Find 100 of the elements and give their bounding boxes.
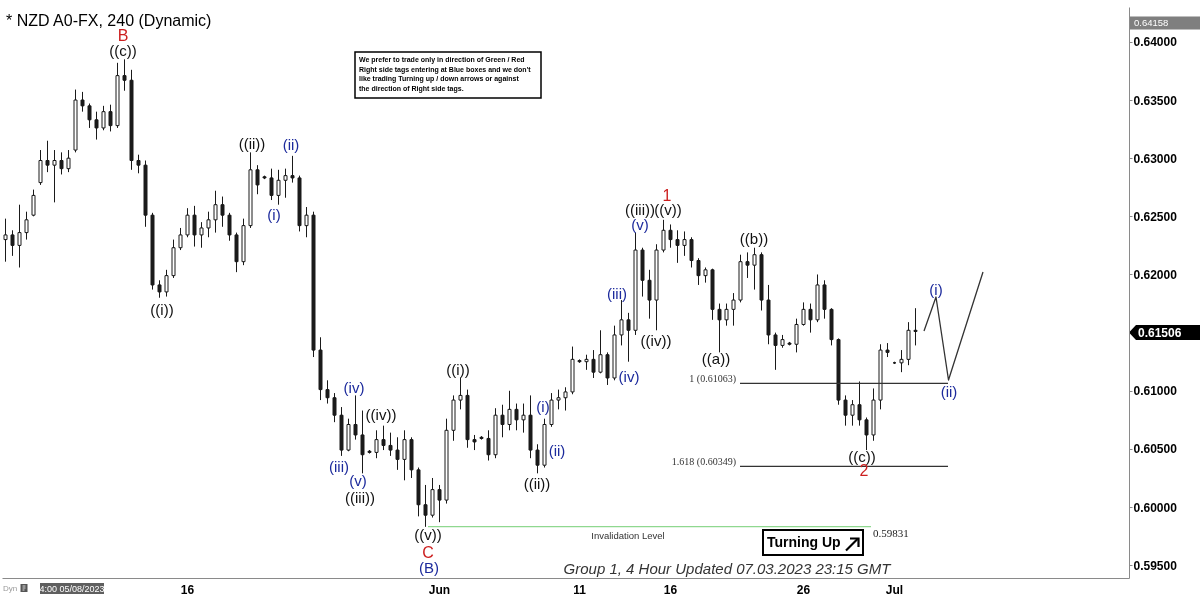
- y-tick-label: 0.60000: [1133, 500, 1178, 515]
- candlestick: [136, 154, 141, 174]
- candlestick: [87, 103, 92, 129]
- candlestick: [101, 105, 106, 131]
- candlestick: [388, 432, 393, 457]
- candlestick: [626, 312, 631, 363]
- candlestick: [38, 149, 43, 186]
- candlestick: [591, 349, 596, 379]
- candlestick: [80, 91, 85, 113]
- candlestick: [199, 221, 204, 249]
- candlestick: [535, 443, 540, 474]
- candlestick: [353, 394, 358, 441]
- candlestick: [381, 425, 386, 451]
- y-tick-label: 0.62000: [1133, 267, 1178, 282]
- text: 0.64158: [1134, 17, 1169, 28]
- candlestick: [899, 349, 904, 373]
- candlestick: [661, 219, 666, 253]
- candlestick: [52, 149, 57, 203]
- y-tick-label: 0.63000: [1133, 151, 1178, 166]
- candlestick: [24, 211, 29, 241]
- annotation: (iv): [343, 379, 365, 396]
- candlestick: [556, 389, 561, 410]
- candlestick: [731, 292, 736, 327]
- candlestick: [913, 307, 918, 346]
- candlestick: [206, 211, 211, 238]
- candlestick: [458, 377, 463, 410]
- candlestick: [801, 301, 806, 327]
- candlestick: [164, 269, 169, 298]
- text: Dyn: [3, 583, 18, 593]
- x-tick-label: Jul: [885, 582, 904, 597]
- candlestick: [360, 410, 365, 474]
- y-tick-label: 0.64000: [1133, 35, 1178, 50]
- annotation: ((i)): [446, 361, 470, 378]
- candlestick: [374, 429, 379, 459]
- annotation: ((v)): [414, 526, 442, 543]
- candlestick: [521, 403, 526, 434]
- annotation: (iii): [329, 458, 349, 475]
- candlestick: [3, 218, 8, 263]
- candlestick: [794, 318, 799, 353]
- chart-title: * NZD A0-FX, 240 (Dynamic): [6, 12, 212, 29]
- annotation: ((c)): [848, 448, 876, 465]
- ref-line-label: 1.618 (0.60349): [671, 456, 736, 469]
- annotation: (ii): [548, 442, 566, 459]
- candlestick: [290, 155, 295, 184]
- candlestick: [724, 303, 729, 327]
- candlestick: [220, 196, 225, 228]
- candlestick: [682, 230, 687, 257]
- candlestick: [696, 257, 701, 286]
- candlestick: [850, 399, 855, 427]
- candlestick: [185, 207, 190, 238]
- annotation: (B): [419, 559, 439, 576]
- y-tick-label: 0.63500: [1133, 93, 1178, 108]
- candlestick: [605, 351, 610, 386]
- annotation: C: [422, 544, 434, 561]
- candlestick: [227, 212, 232, 242]
- candlestick: [304, 206, 309, 238]
- candlestick: [178, 227, 183, 251]
- candlestick: [255, 164, 260, 195]
- candlestick: [752, 247, 757, 291]
- candlestick: [675, 229, 680, 264]
- annotation: ((iv)): [365, 406, 397, 423]
- candlestick: [108, 104, 113, 132]
- candlestick: [192, 205, 197, 248]
- candlestick: [808, 303, 813, 334]
- x-tick-label: 16: [180, 582, 195, 597]
- annotation: ((a)): [701, 350, 731, 367]
- candlestick: [437, 484, 442, 523]
- annotation: ((c)): [109, 42, 137, 59]
- annotation: (iii): [607, 285, 627, 302]
- candlestick: [843, 394, 848, 427]
- candlestick: [745, 251, 750, 279]
- text: 0.61506: [1138, 325, 1182, 340]
- candlestick: [45, 140, 50, 173]
- y-tick-label: 0.59500: [1133, 558, 1178, 573]
- annotation: ((b)): [739, 230, 769, 247]
- candlestick: [689, 236, 694, 268]
- annotation: 1: [662, 187, 672, 204]
- annotation: (ii): [940, 383, 958, 400]
- candlestick: [66, 149, 71, 173]
- y-tick-label: 0.62500: [1133, 209, 1178, 224]
- candlestick: [402, 429, 407, 481]
- annotation: ((ii)): [523, 475, 551, 492]
- candlestick: [59, 151, 64, 175]
- candlestick: [500, 404, 505, 438]
- x-tick-label: 26: [796, 582, 811, 597]
- candlestick: [122, 58, 127, 92]
- annotation: ((iii)): [625, 201, 655, 218]
- annotation: ((iv)): [640, 332, 672, 349]
- x-tick-label: Jun: [428, 582, 451, 597]
- annotation: (ii): [282, 136, 300, 153]
- annotation: (i): [929, 281, 943, 298]
- annotation: (v): [349, 472, 367, 489]
- candlestick: [857, 380, 862, 427]
- candlestick: [94, 111, 99, 141]
- annotation: ((ii)): [238, 135, 266, 152]
- candlestick: [325, 379, 330, 405]
- x-tick-label: 16: [663, 582, 678, 597]
- ref-line-label: 1 (0.61063): [689, 373, 736, 386]
- annotation: Turning Up: [767, 534, 841, 550]
- annotation: B: [117, 27, 129, 44]
